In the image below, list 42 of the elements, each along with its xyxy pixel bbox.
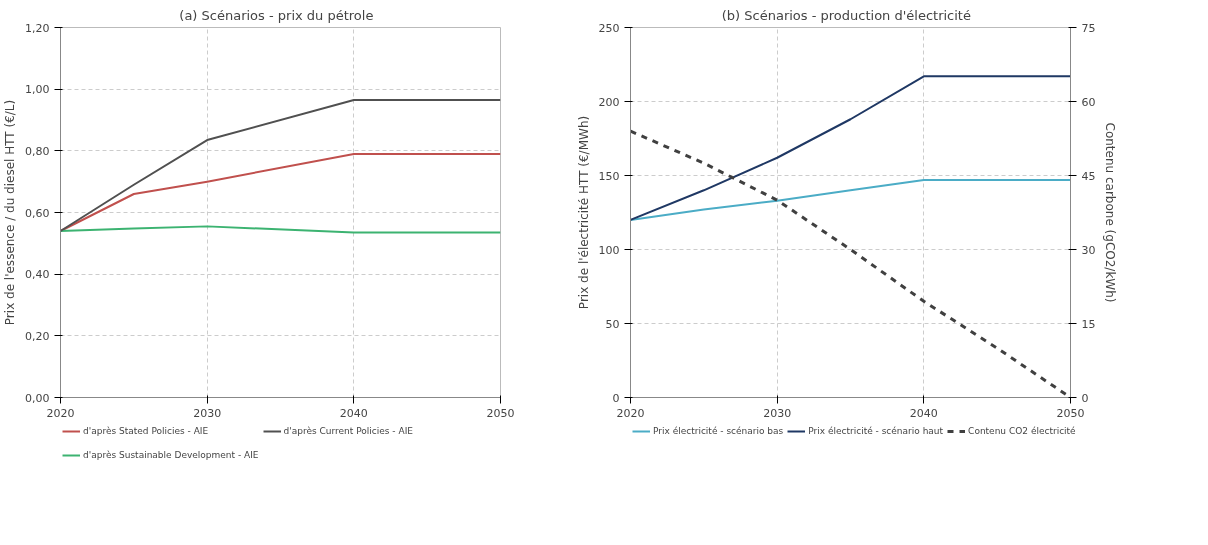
y-tick-label: 0,40 bbox=[25, 268, 50, 282]
y2-tick-label: 45 bbox=[1081, 169, 1096, 183]
y-tick-label: 1,20 bbox=[25, 21, 50, 35]
y-tick-label: 0 bbox=[612, 391, 620, 405]
legend-label: Contenu CO2 électricité bbox=[968, 426, 1076, 436]
line-series bbox=[630, 178, 1071, 221]
legend-label: d'après Current Policies - AIE bbox=[283, 426, 413, 436]
x-tick-label: 2020 bbox=[616, 406, 645, 420]
y-tick-label: 0,60 bbox=[25, 206, 50, 220]
legend-label: Prix électricité - scénario haut bbox=[808, 426, 944, 436]
y-tick-label: 0,00 bbox=[25, 391, 50, 405]
y2-tick-label: 75 bbox=[1081, 21, 1096, 35]
x-tick-label: 2030 bbox=[193, 406, 222, 420]
x-tick-label: 2040 bbox=[339, 406, 368, 420]
chart-title: (b) Scénarios - production d'électricité bbox=[721, 7, 971, 23]
y-tick-label: 150 bbox=[598, 169, 620, 183]
y2-tick-label: 60 bbox=[1081, 95, 1096, 109]
x-tick-label: 2020 bbox=[46, 406, 75, 420]
legend-label: Prix électricité - scénario bas bbox=[653, 426, 784, 436]
x-tick-label: 2030 bbox=[763, 406, 792, 420]
y2-tick-label: 15 bbox=[1081, 317, 1096, 331]
line-series bbox=[60, 225, 501, 234]
line-series bbox=[630, 75, 1071, 221]
x-tick-label: 2050 bbox=[486, 406, 515, 420]
y2-axis-title: Contenu carbone (gCO2/kWh) bbox=[1103, 122, 1118, 303]
legend-label: d'après Sustainable Development - AIE bbox=[83, 450, 259, 460]
y-tick-label: 50 bbox=[605, 317, 620, 331]
y2-tick-label: 0 bbox=[1081, 391, 1089, 405]
x-tick-label: 2050 bbox=[1056, 406, 1085, 420]
y-tick-label: 200 bbox=[598, 95, 620, 109]
y-tick-label: 100 bbox=[598, 243, 620, 257]
y-axis-title: Prix de l'électricité HTT (€/MWh) bbox=[576, 115, 591, 310]
y-axis-title: Prix de l'essence / du diesel HTT (€/L) bbox=[3, 99, 18, 326]
y-tick-label: 250 bbox=[598, 21, 620, 35]
x-tick-label: 2040 bbox=[909, 406, 938, 420]
legend-label: d'après Stated Policies - AIE bbox=[83, 426, 209, 436]
y-tick-label: 0,20 bbox=[25, 329, 50, 343]
y2-tick-label: 30 bbox=[1081, 243, 1096, 257]
y-tick-label: 0,80 bbox=[25, 144, 50, 158]
chart-title: (a) Scénarios - prix du pétrole bbox=[179, 7, 374, 23]
y-tick-label: 1,00 bbox=[25, 83, 50, 97]
line-series bbox=[60, 98, 501, 232]
